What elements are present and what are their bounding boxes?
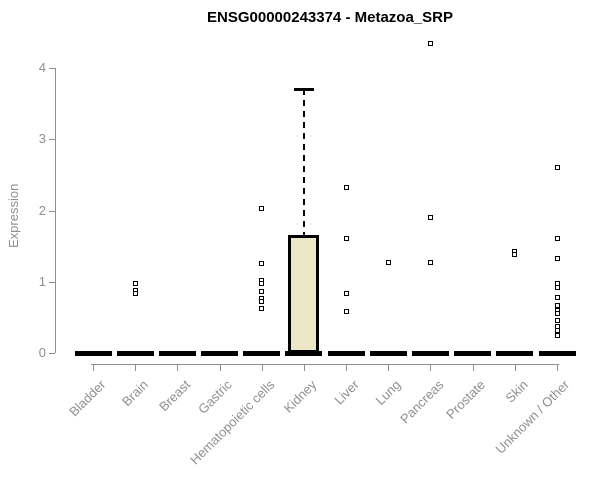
outlier-point xyxy=(259,261,265,267)
median-line xyxy=(243,350,281,356)
outlier-point xyxy=(343,235,349,241)
median-line xyxy=(411,350,449,356)
x-tick-label: Bladder xyxy=(66,377,109,420)
outlier-point xyxy=(259,288,265,294)
outlier-point xyxy=(259,205,265,211)
outlier-point xyxy=(554,235,560,241)
median-line xyxy=(327,350,365,356)
x-tick xyxy=(135,364,137,371)
box xyxy=(288,235,320,353)
x-tick-label: Gastric xyxy=(195,377,236,417)
outlier-point xyxy=(259,299,265,305)
outlier-point xyxy=(132,280,138,286)
outlier-point xyxy=(343,309,349,315)
outlier-point xyxy=(554,284,560,290)
x-tick-label: Pancreas xyxy=(396,377,447,427)
x-tick xyxy=(177,364,179,371)
median-line xyxy=(201,350,239,356)
x-tick xyxy=(346,364,348,371)
median-line xyxy=(158,350,196,356)
median-line xyxy=(538,350,576,356)
x-tick-label: Unknown / Other xyxy=(493,377,573,457)
y-tick-label: 0 xyxy=(38,345,46,360)
outlier-point xyxy=(427,260,433,265)
y-axis-line xyxy=(55,68,56,353)
median-line xyxy=(74,350,112,356)
x-tick xyxy=(557,364,558,371)
x-tick-label: Prostate xyxy=(443,377,489,422)
x-tick-label: Skin xyxy=(501,377,531,406)
x-tick-label: Breast xyxy=(155,377,193,415)
x-tick-label: Liver xyxy=(331,377,362,408)
median-line xyxy=(116,350,154,356)
x-tick xyxy=(261,364,263,371)
y-tick xyxy=(49,139,55,141)
x-tick xyxy=(472,364,474,371)
outlier-point xyxy=(427,41,433,47)
y-tick-label: 3 xyxy=(38,131,46,147)
outlier-point xyxy=(554,318,560,324)
median-line xyxy=(285,350,323,356)
y-tick-label: 2 xyxy=(38,202,46,218)
outlier-point xyxy=(554,332,560,338)
y-tick xyxy=(49,68,55,69)
outlier-point xyxy=(343,185,349,191)
x-tick xyxy=(514,364,516,371)
outlier-point xyxy=(512,252,518,258)
outlier-point xyxy=(343,290,349,296)
x-tick-label: Brain xyxy=(118,377,151,410)
x-tick xyxy=(219,364,221,371)
x-tick xyxy=(93,364,94,371)
outlier-point xyxy=(554,294,560,300)
outlier-point xyxy=(427,215,433,221)
y-tick-label: 1 xyxy=(38,273,46,289)
x-tick xyxy=(388,364,390,371)
x-axis-line xyxy=(91,364,559,365)
x-tick-label: Lung xyxy=(372,377,404,409)
outlier-point xyxy=(554,255,560,261)
whisker xyxy=(302,89,305,236)
x-tick xyxy=(303,364,305,371)
outlier-point xyxy=(259,305,265,311)
outlier-point xyxy=(132,290,138,296)
x-tick-label: Kidney xyxy=(280,377,320,416)
y-tick xyxy=(49,281,55,283)
outlier-point xyxy=(554,164,560,170)
whisker-cap xyxy=(293,88,314,92)
outlier-point xyxy=(385,260,391,265)
outlier-point xyxy=(259,281,265,287)
median-line xyxy=(454,350,492,356)
y-tick xyxy=(49,353,55,354)
y-tick xyxy=(49,210,55,212)
median-line xyxy=(369,350,407,356)
x-tick xyxy=(430,364,432,371)
chart-title: ENSG00000243374 - Metazoa_SRP xyxy=(207,9,453,26)
outlier-point xyxy=(554,311,560,317)
median-line xyxy=(496,350,534,356)
y-tick-label: 4 xyxy=(38,60,46,75)
